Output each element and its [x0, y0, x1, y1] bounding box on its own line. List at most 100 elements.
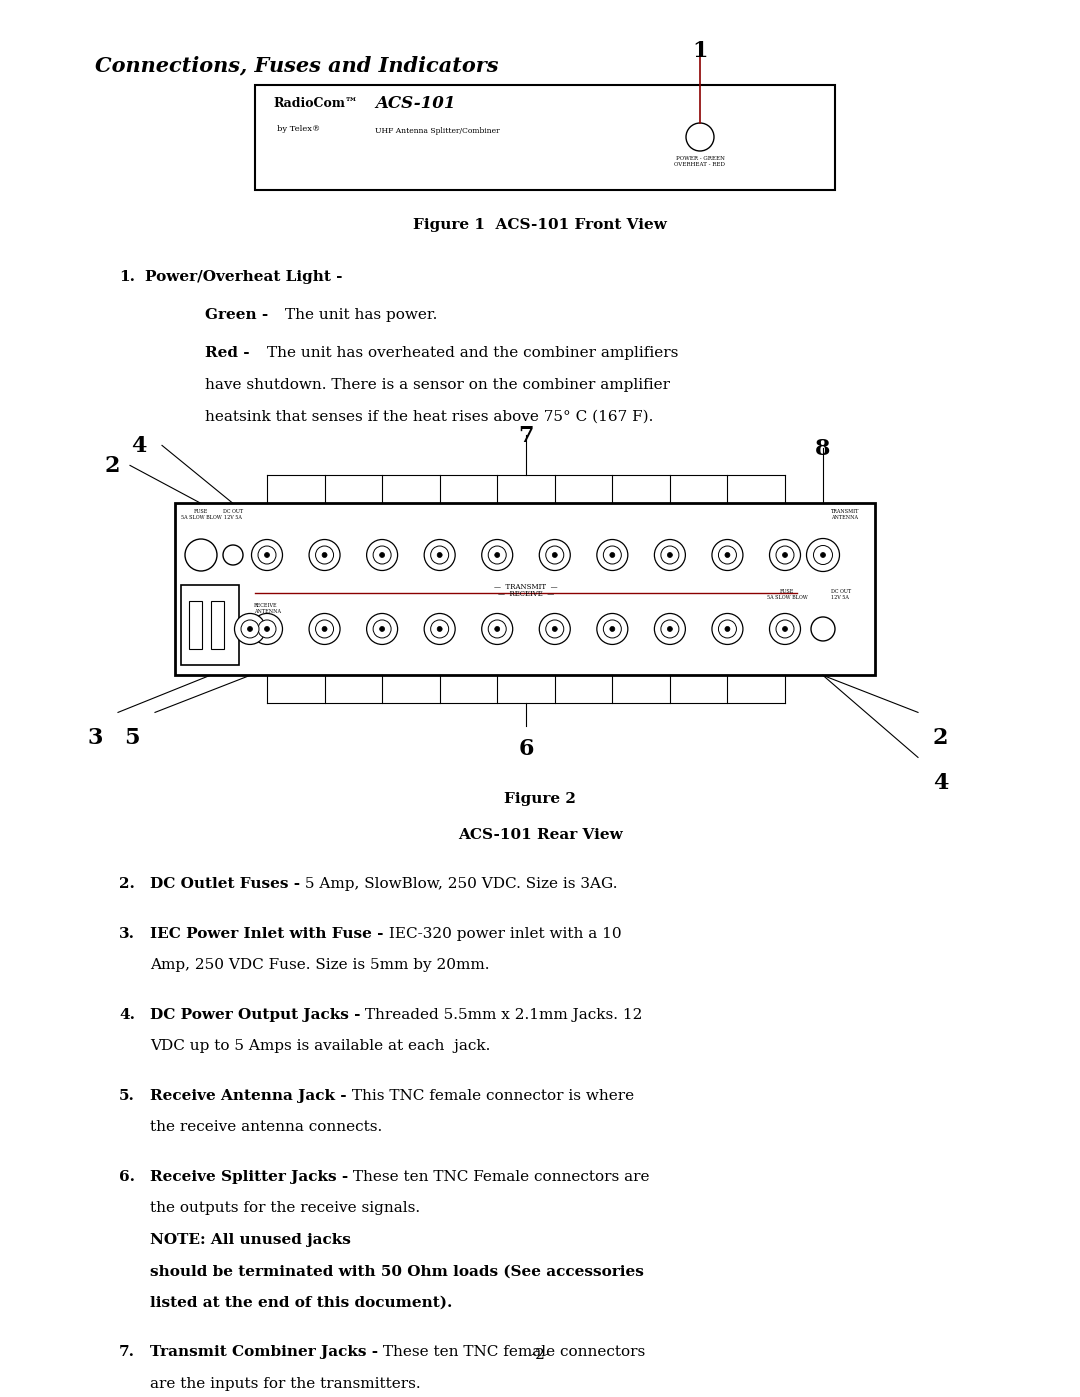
Text: 7: 7 — [518, 426, 534, 447]
Circle shape — [597, 539, 627, 570]
Circle shape — [488, 546, 507, 564]
Circle shape — [315, 620, 334, 638]
Circle shape — [821, 552, 825, 557]
Text: ACS-101 Rear View: ACS-101 Rear View — [458, 828, 622, 842]
Bar — [175, 503, 875, 675]
Text: NOTE: All unused jacks: NOTE: All unused jacks — [150, 1234, 351, 1248]
Circle shape — [604, 620, 621, 638]
Circle shape — [252, 613, 283, 644]
Circle shape — [366, 539, 397, 570]
Text: IEC Power Inlet with Fuse -: IEC Power Inlet with Fuse - — [150, 926, 383, 942]
Text: 5.: 5. — [119, 1088, 135, 1102]
Bar — [181, 585, 239, 665]
Text: are the inputs for the transmitters.: are the inputs for the transmitters. — [150, 1377, 420, 1391]
Text: DC OUT
12V 5A: DC OUT 12V 5A — [222, 510, 243, 520]
Circle shape — [252, 539, 283, 570]
Text: RadioCom™: RadioCom™ — [273, 96, 357, 110]
Bar — [255, 85, 835, 190]
Text: Connections, Fuses and Indicators: Connections, Fuses and Indicators — [95, 54, 499, 75]
Text: These ten TNC Female connectors are: These ten TNC Female connectors are — [348, 1169, 650, 1183]
Circle shape — [712, 539, 743, 570]
Text: DC Power Output Jacks -: DC Power Output Jacks - — [150, 1007, 361, 1021]
Circle shape — [241, 620, 259, 638]
Circle shape — [783, 626, 787, 631]
Text: The unit has power.: The unit has power. — [285, 307, 437, 321]
Text: This TNC female connector is where: This TNC female connector is where — [347, 1088, 634, 1102]
Text: 4: 4 — [132, 436, 147, 457]
Circle shape — [366, 613, 397, 644]
Text: IEC-320 power inlet with a 10: IEC-320 power inlet with a 10 — [383, 926, 621, 942]
Circle shape — [725, 626, 730, 631]
Circle shape — [661, 546, 679, 564]
Text: FUSE
5A SLOW BLOW: FUSE 5A SLOW BLOW — [767, 590, 808, 601]
Text: 7.: 7. — [119, 1345, 135, 1359]
Circle shape — [610, 552, 615, 557]
Text: 5: 5 — [124, 728, 140, 749]
Text: should be terminated with 50 Ohm loads (See accessories: should be terminated with 50 Ohm loads (… — [150, 1264, 644, 1278]
Text: the receive antenna connects.: the receive antenna connects. — [150, 1120, 382, 1134]
Text: Power/Overheat Light -: Power/Overheat Light - — [145, 270, 342, 284]
Text: ACS-101: ACS-101 — [375, 95, 456, 112]
Circle shape — [712, 613, 743, 644]
Circle shape — [667, 552, 673, 557]
Circle shape — [783, 552, 787, 557]
Text: Receive Splitter Jacks -: Receive Splitter Jacks - — [150, 1169, 348, 1183]
Circle shape — [315, 546, 334, 564]
Text: Green -: Green - — [205, 307, 268, 321]
Circle shape — [424, 613, 455, 644]
Circle shape — [661, 620, 679, 638]
Text: by Telex®: by Telex® — [276, 124, 321, 133]
Text: These ten TNC female connectors: These ten TNC female connectors — [378, 1345, 646, 1359]
Text: Threaded 5.5mm x 2.1mm Jacks. 12: Threaded 5.5mm x 2.1mm Jacks. 12 — [361, 1007, 643, 1021]
Circle shape — [769, 613, 800, 644]
Circle shape — [437, 626, 442, 631]
Circle shape — [222, 545, 243, 564]
Text: Red -: Red - — [205, 346, 249, 360]
Circle shape — [777, 620, 794, 638]
Circle shape — [552, 626, 557, 631]
Text: Figure 2: Figure 2 — [504, 792, 576, 806]
Text: DC OUT
12V 5A: DC OUT 12V 5A — [831, 590, 851, 601]
Circle shape — [185, 539, 217, 571]
Text: 3: 3 — [87, 728, 103, 749]
Circle shape — [813, 545, 833, 564]
Text: Figure 1  ACS-101 Front View: Figure 1 ACS-101 Front View — [413, 218, 667, 232]
Circle shape — [488, 620, 507, 638]
Text: 4.: 4. — [119, 1007, 135, 1021]
Circle shape — [482, 539, 513, 570]
Circle shape — [539, 613, 570, 644]
Circle shape — [667, 626, 673, 631]
Text: —  RECEIVE  —: — RECEIVE — — [498, 590, 554, 598]
Bar — [189, 601, 202, 650]
Text: 8: 8 — [815, 439, 831, 461]
Circle shape — [247, 626, 253, 631]
Text: 1.: 1. — [119, 270, 135, 284]
Circle shape — [424, 539, 455, 570]
Circle shape — [654, 539, 686, 570]
Circle shape — [265, 552, 270, 557]
Circle shape — [495, 626, 500, 631]
Circle shape — [686, 123, 714, 151]
Circle shape — [482, 613, 513, 644]
Text: have shutdown. There is a sensor on the combiner amplifier: have shutdown. There is a sensor on the … — [205, 379, 670, 393]
Text: 6.: 6. — [119, 1169, 135, 1183]
Bar — [211, 601, 224, 650]
Circle shape — [373, 620, 391, 638]
Text: VDC up to 5 Amps is available at each  jack.: VDC up to 5 Amps is available at each ja… — [150, 1039, 490, 1053]
Text: 5 Amp, SlowBlow, 250 VDC. Size is 3AG.: 5 Amp, SlowBlow, 250 VDC. Size is 3AG. — [300, 877, 618, 891]
Circle shape — [379, 626, 384, 631]
Text: DC Outlet Fuses -: DC Outlet Fuses - — [150, 877, 300, 891]
Text: 1: 1 — [692, 41, 707, 61]
Text: 2: 2 — [105, 455, 120, 478]
Circle shape — [610, 626, 615, 631]
Text: The unit has overheated and the combiner amplifiers: The unit has overheated and the combiner… — [267, 346, 678, 360]
Text: Transmit Combiner Jacks -: Transmit Combiner Jacks - — [150, 1345, 378, 1359]
Circle shape — [718, 620, 737, 638]
Text: FUSE
5A SLOW BLOW: FUSE 5A SLOW BLOW — [180, 510, 221, 520]
Text: Receive Antenna Jack -: Receive Antenna Jack - — [150, 1088, 347, 1102]
Circle shape — [604, 546, 621, 564]
Circle shape — [807, 538, 839, 571]
Circle shape — [811, 617, 835, 641]
Text: the outputs for the receive signals.: the outputs for the receive signals. — [150, 1201, 426, 1215]
Circle shape — [545, 546, 564, 564]
